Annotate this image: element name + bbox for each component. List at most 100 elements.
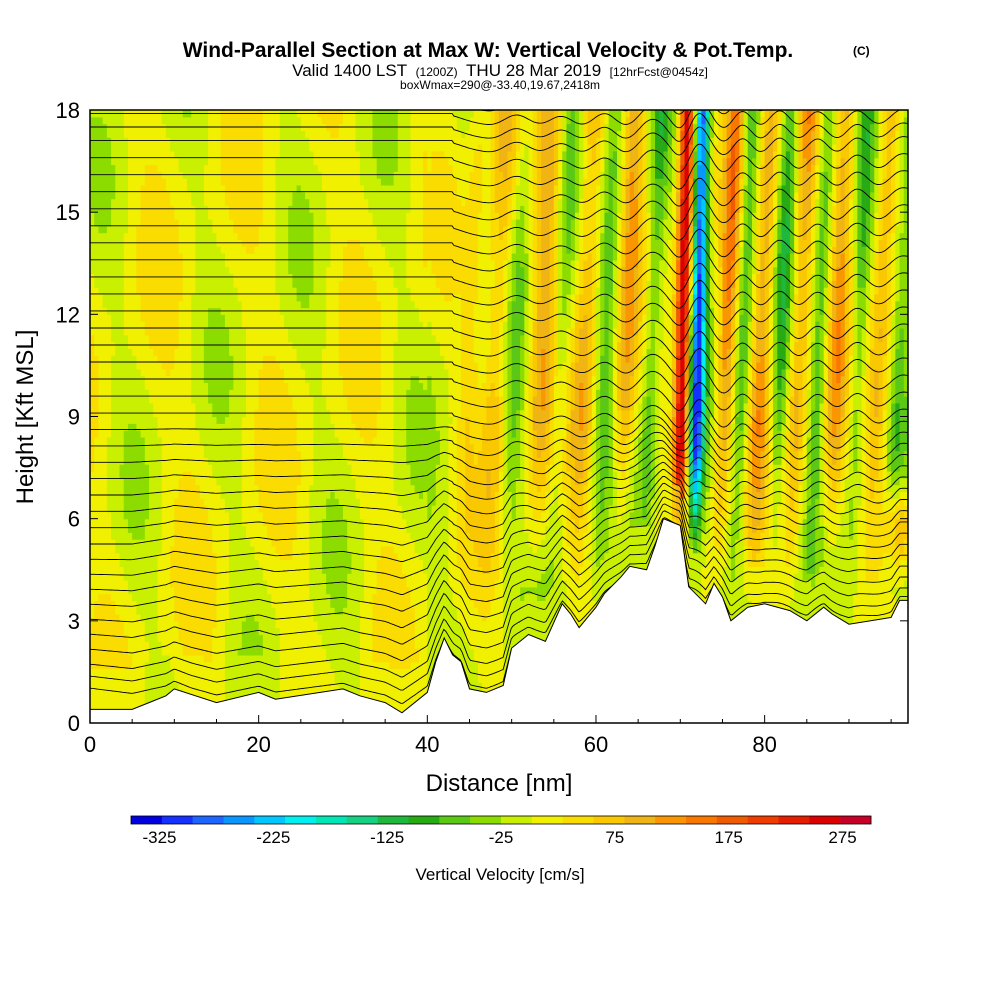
velocity-cell [486,620,492,629]
velocity-cell [751,566,757,574]
velocity-cell [747,566,753,574]
velocity-cell [144,545,150,554]
velocity-cell [355,573,361,581]
velocity-cell [170,614,175,622]
velocity-cell [882,579,888,588]
velocity-cell [380,552,386,561]
velocity-cell [524,620,530,629]
velocity-cell [545,593,551,601]
velocity-cell [511,600,517,608]
velocity-cell [119,614,125,622]
velocity-cell [376,586,382,595]
velocity-cell [389,695,395,704]
velocity-cell [144,654,150,663]
velocity-cell [380,627,386,636]
velocity-cell [203,573,209,581]
velocity-cell [90,702,95,710]
velocity-cell [802,614,808,622]
velocity-cell [283,586,289,595]
velocity-cell [587,586,593,595]
velocity-cell [165,627,171,636]
velocity-cell [254,661,260,670]
velocity-cell [553,593,559,601]
velocity-cell [115,702,121,710]
velocity-cell [313,600,319,608]
velocity-cell [511,627,517,636]
velocity-cell [174,614,180,622]
velocity-cell [296,593,302,601]
velocity-cell [165,654,171,663]
velocity-cell [309,579,315,588]
velocity-cell [271,586,277,595]
velocity-cell [338,566,344,574]
velocity-cell [494,648,500,656]
velocity-cell [368,607,374,615]
velocity-cell [279,661,285,670]
velocity-cell [237,688,243,697]
velocity-cell [439,607,445,615]
velocity-cell [385,614,390,622]
velocity-cell [212,661,218,670]
velocity-cell [258,573,264,581]
velocity-cell [170,579,175,588]
velocity-cell [334,675,340,683]
velocity-cell [262,593,268,601]
velocity-cell [558,593,563,601]
velocity-cell [385,688,390,697]
velocity-cell [709,579,715,588]
velocity-cell [570,545,576,554]
velocity-cell [355,600,361,608]
velocity-cell [279,573,285,581]
velocity-cell [406,634,412,642]
velocity-cell [330,634,336,642]
velocity-cell [313,614,319,622]
velocity-cell [258,566,264,574]
velocity-cell [157,586,163,595]
velocity-cell [688,573,694,581]
velocity-cell [170,586,175,595]
velocity-cell [427,586,433,595]
velocity-cell [300,614,306,622]
velocity-cell [465,559,471,567]
velocity-cell [891,600,896,608]
velocity-cell [98,682,104,690]
velocity-cell [208,573,213,581]
velocity-cell [241,586,247,595]
velocity-cell [174,682,180,690]
velocity-cell [418,668,424,676]
velocity-cell [321,627,327,636]
velocity-cell [642,545,648,554]
velocity-cell [452,552,458,561]
velocity-cell [410,573,416,581]
velocity-cell [212,573,218,581]
velocity-cell [418,593,424,601]
velocity-cell [355,552,361,561]
velocity-cell [359,620,365,629]
velocity-cell [536,545,542,554]
velocity-cell [574,600,580,608]
velocity-cell [115,593,121,601]
velocity-cell [452,586,458,595]
velocity-cell [701,566,707,574]
velocity-cell [756,593,762,601]
velocity-cell [520,579,525,588]
velocity-cell [473,566,479,574]
velocity-cell [895,559,901,567]
velocity-cell [106,688,112,697]
velocity-cell [111,688,116,697]
velocity-cell [161,559,167,567]
velocity-cell [254,607,260,615]
velocity-cell [836,573,842,581]
velocity-cell [106,566,112,574]
velocity-cell [283,573,289,581]
velocity-cell [558,573,563,581]
velocity-cell [106,675,112,683]
velocity-cell [254,586,260,595]
velocity-cell [144,648,150,656]
velocity-cell [739,566,745,574]
velocity-cell [465,545,471,554]
velocity-cell [811,593,816,601]
velocity-cell [111,620,116,629]
velocity-cell [199,573,205,581]
velocity-cell [321,566,327,574]
